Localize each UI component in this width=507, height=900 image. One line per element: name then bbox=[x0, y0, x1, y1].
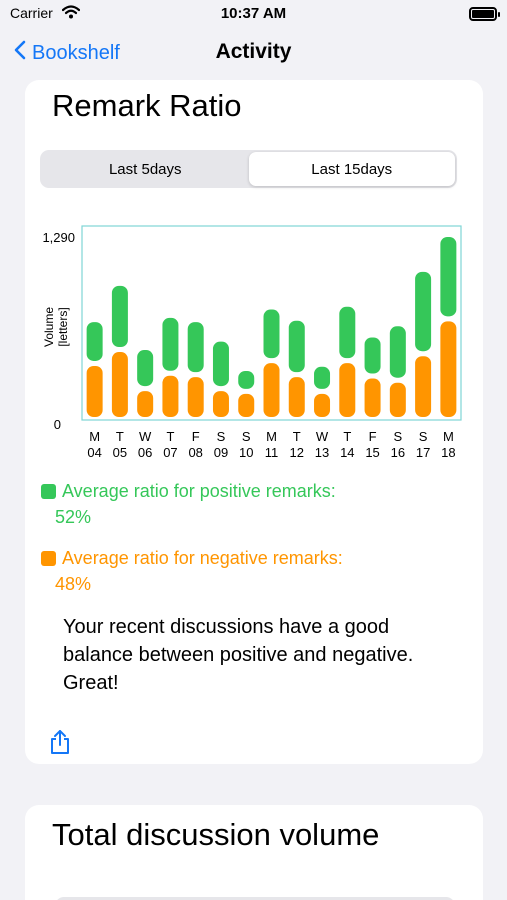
x-tick-label-day: T bbox=[293, 429, 301, 444]
y-tick-label-zero: 0 bbox=[54, 417, 61, 432]
x-tick-label-date: 16 bbox=[391, 445, 405, 460]
bar-positive bbox=[212, 341, 229, 387]
bar-positive bbox=[288, 320, 305, 373]
back-button-label: Bookshelf bbox=[32, 41, 120, 64]
x-tick-label-date: 18 bbox=[441, 445, 455, 460]
total-volume-title: Total discussion volume bbox=[52, 817, 380, 852]
x-tick-label-day: W bbox=[316, 429, 329, 444]
remark-ratio-card: Remark Ratio Last 5days Last 15days 1,29… bbox=[25, 80, 483, 764]
status-time: 10:37 AM bbox=[220, 5, 287, 22]
x-tick-label-date: 11 bbox=[265, 445, 279, 460]
x-tick-label-date: 09 bbox=[214, 445, 228, 460]
legend-negative: Average ratio for negative remarks: bbox=[41, 548, 343, 569]
bar-positive bbox=[263, 309, 280, 359]
bar-negative bbox=[263, 363, 280, 417]
x-tick-label-date: 15 bbox=[365, 445, 379, 460]
bar-negative bbox=[86, 365, 103, 417]
bar-positive bbox=[339, 306, 356, 359]
positive-ratio-value: 52% bbox=[55, 507, 92, 527]
x-tick-label-date: 06 bbox=[138, 445, 152, 460]
share-icon[interactable] bbox=[49, 729, 71, 760]
x-tick-label-day: M bbox=[89, 429, 100, 444]
negative-ratio-value: 48% bbox=[55, 574, 92, 594]
bar-negative bbox=[339, 363, 356, 417]
bar-positive bbox=[162, 317, 179, 371]
y-axis-label-line2: [letters] bbox=[56, 307, 70, 346]
bar-negative bbox=[415, 356, 432, 417]
x-tick-label-day: T bbox=[343, 429, 351, 444]
navigation-bar: Bookshelf Activity bbox=[0, 30, 507, 74]
bar-negative bbox=[111, 352, 128, 417]
bar-negative bbox=[212, 391, 229, 417]
bar-negative bbox=[440, 321, 457, 417]
tab-last-5-days[interactable]: Last 5days bbox=[108, 160, 182, 178]
bar-negative bbox=[389, 382, 406, 417]
bar-positive bbox=[415, 271, 432, 352]
bar-positive bbox=[238, 370, 255, 389]
total-volume-card: Total discussion volume bbox=[25, 805, 483, 900]
x-tick-label-date: 05 bbox=[113, 445, 127, 460]
positive-swatch bbox=[41, 484, 56, 499]
y-axis-label-line1: Volume bbox=[42, 307, 56, 347]
y-tick-label-max: 1,290 bbox=[42, 230, 75, 245]
tab-last-15-days[interactable]: Last 15days bbox=[248, 152, 455, 186]
bar-negative bbox=[314, 393, 331, 417]
back-button[interactable]: Bookshelf bbox=[14, 40, 120, 66]
x-tick-label-day: S bbox=[217, 429, 226, 444]
legend-negative-label: Average ratio for negative remarks: bbox=[62, 548, 343, 568]
carrier-label: Carrier bbox=[10, 5, 53, 21]
x-tick-label-day: F bbox=[192, 429, 200, 444]
x-tick-label-day: M bbox=[266, 429, 277, 444]
x-tick-label-date: 08 bbox=[188, 445, 202, 460]
bar-negative bbox=[238, 393, 255, 417]
x-tick-label-date: 10 bbox=[239, 445, 253, 460]
bar-positive bbox=[314, 366, 331, 389]
battery-icon bbox=[469, 7, 500, 21]
x-tick-label-date: 07 bbox=[163, 445, 177, 460]
negative-swatch bbox=[41, 551, 56, 566]
x-tick-label-date: 13 bbox=[315, 445, 329, 460]
chevron-left-icon bbox=[14, 40, 26, 66]
bar-positive bbox=[111, 285, 128, 348]
bar-negative bbox=[162, 375, 179, 417]
x-tick-label-day: T bbox=[116, 429, 124, 444]
bar-positive bbox=[86, 322, 103, 361]
bar-positive bbox=[364, 337, 381, 374]
status-bar: Carrier 10:37 AM bbox=[0, 0, 507, 30]
bar-negative bbox=[187, 377, 204, 417]
wifi-icon bbox=[61, 5, 81, 24]
x-tick-label-day: S bbox=[242, 429, 251, 444]
volume-segmented-control[interactable] bbox=[55, 897, 455, 900]
legend-positive-label: Average ratio for positive remarks: bbox=[62, 481, 336, 501]
x-tick-label-day: F bbox=[369, 429, 377, 444]
remark-ratio-chart: 1,290 0 Volume [letters] M 04 T 05 W 06 T 07 F 08 S 09 S… bbox=[25, 220, 483, 470]
bar-positive bbox=[187, 322, 204, 373]
chart-plot-frame bbox=[81, 225, 462, 421]
bar-positive bbox=[440, 237, 457, 317]
x-tick-label-date: 04 bbox=[87, 445, 101, 460]
bar-positive bbox=[389, 326, 406, 378]
x-tick-label-day: S bbox=[419, 429, 428, 444]
legend-positive: Average ratio for positive remarks: bbox=[41, 481, 336, 502]
x-tick-label-day: S bbox=[393, 429, 402, 444]
x-tick-label-day: M bbox=[443, 429, 454, 444]
bar-negative bbox=[364, 378, 381, 417]
x-tick-label-date: 17 bbox=[416, 445, 430, 460]
x-tick-label-day: T bbox=[166, 429, 174, 444]
summary-text: Your recent discussions have a good bala… bbox=[63, 616, 414, 694]
bar-positive bbox=[137, 350, 154, 387]
bar-negative bbox=[137, 391, 154, 417]
x-tick-label-date: 14 bbox=[340, 445, 354, 460]
remark-ratio-title: Remark Ratio bbox=[52, 88, 242, 123]
bar-negative bbox=[288, 377, 305, 417]
x-tick-label-date: 12 bbox=[290, 445, 304, 460]
period-segmented-control: Last 5days Last 15days bbox=[40, 150, 457, 188]
y-axis-label: Volume [letters] bbox=[42, 307, 70, 347]
x-tick-label-day: W bbox=[139, 429, 152, 444]
